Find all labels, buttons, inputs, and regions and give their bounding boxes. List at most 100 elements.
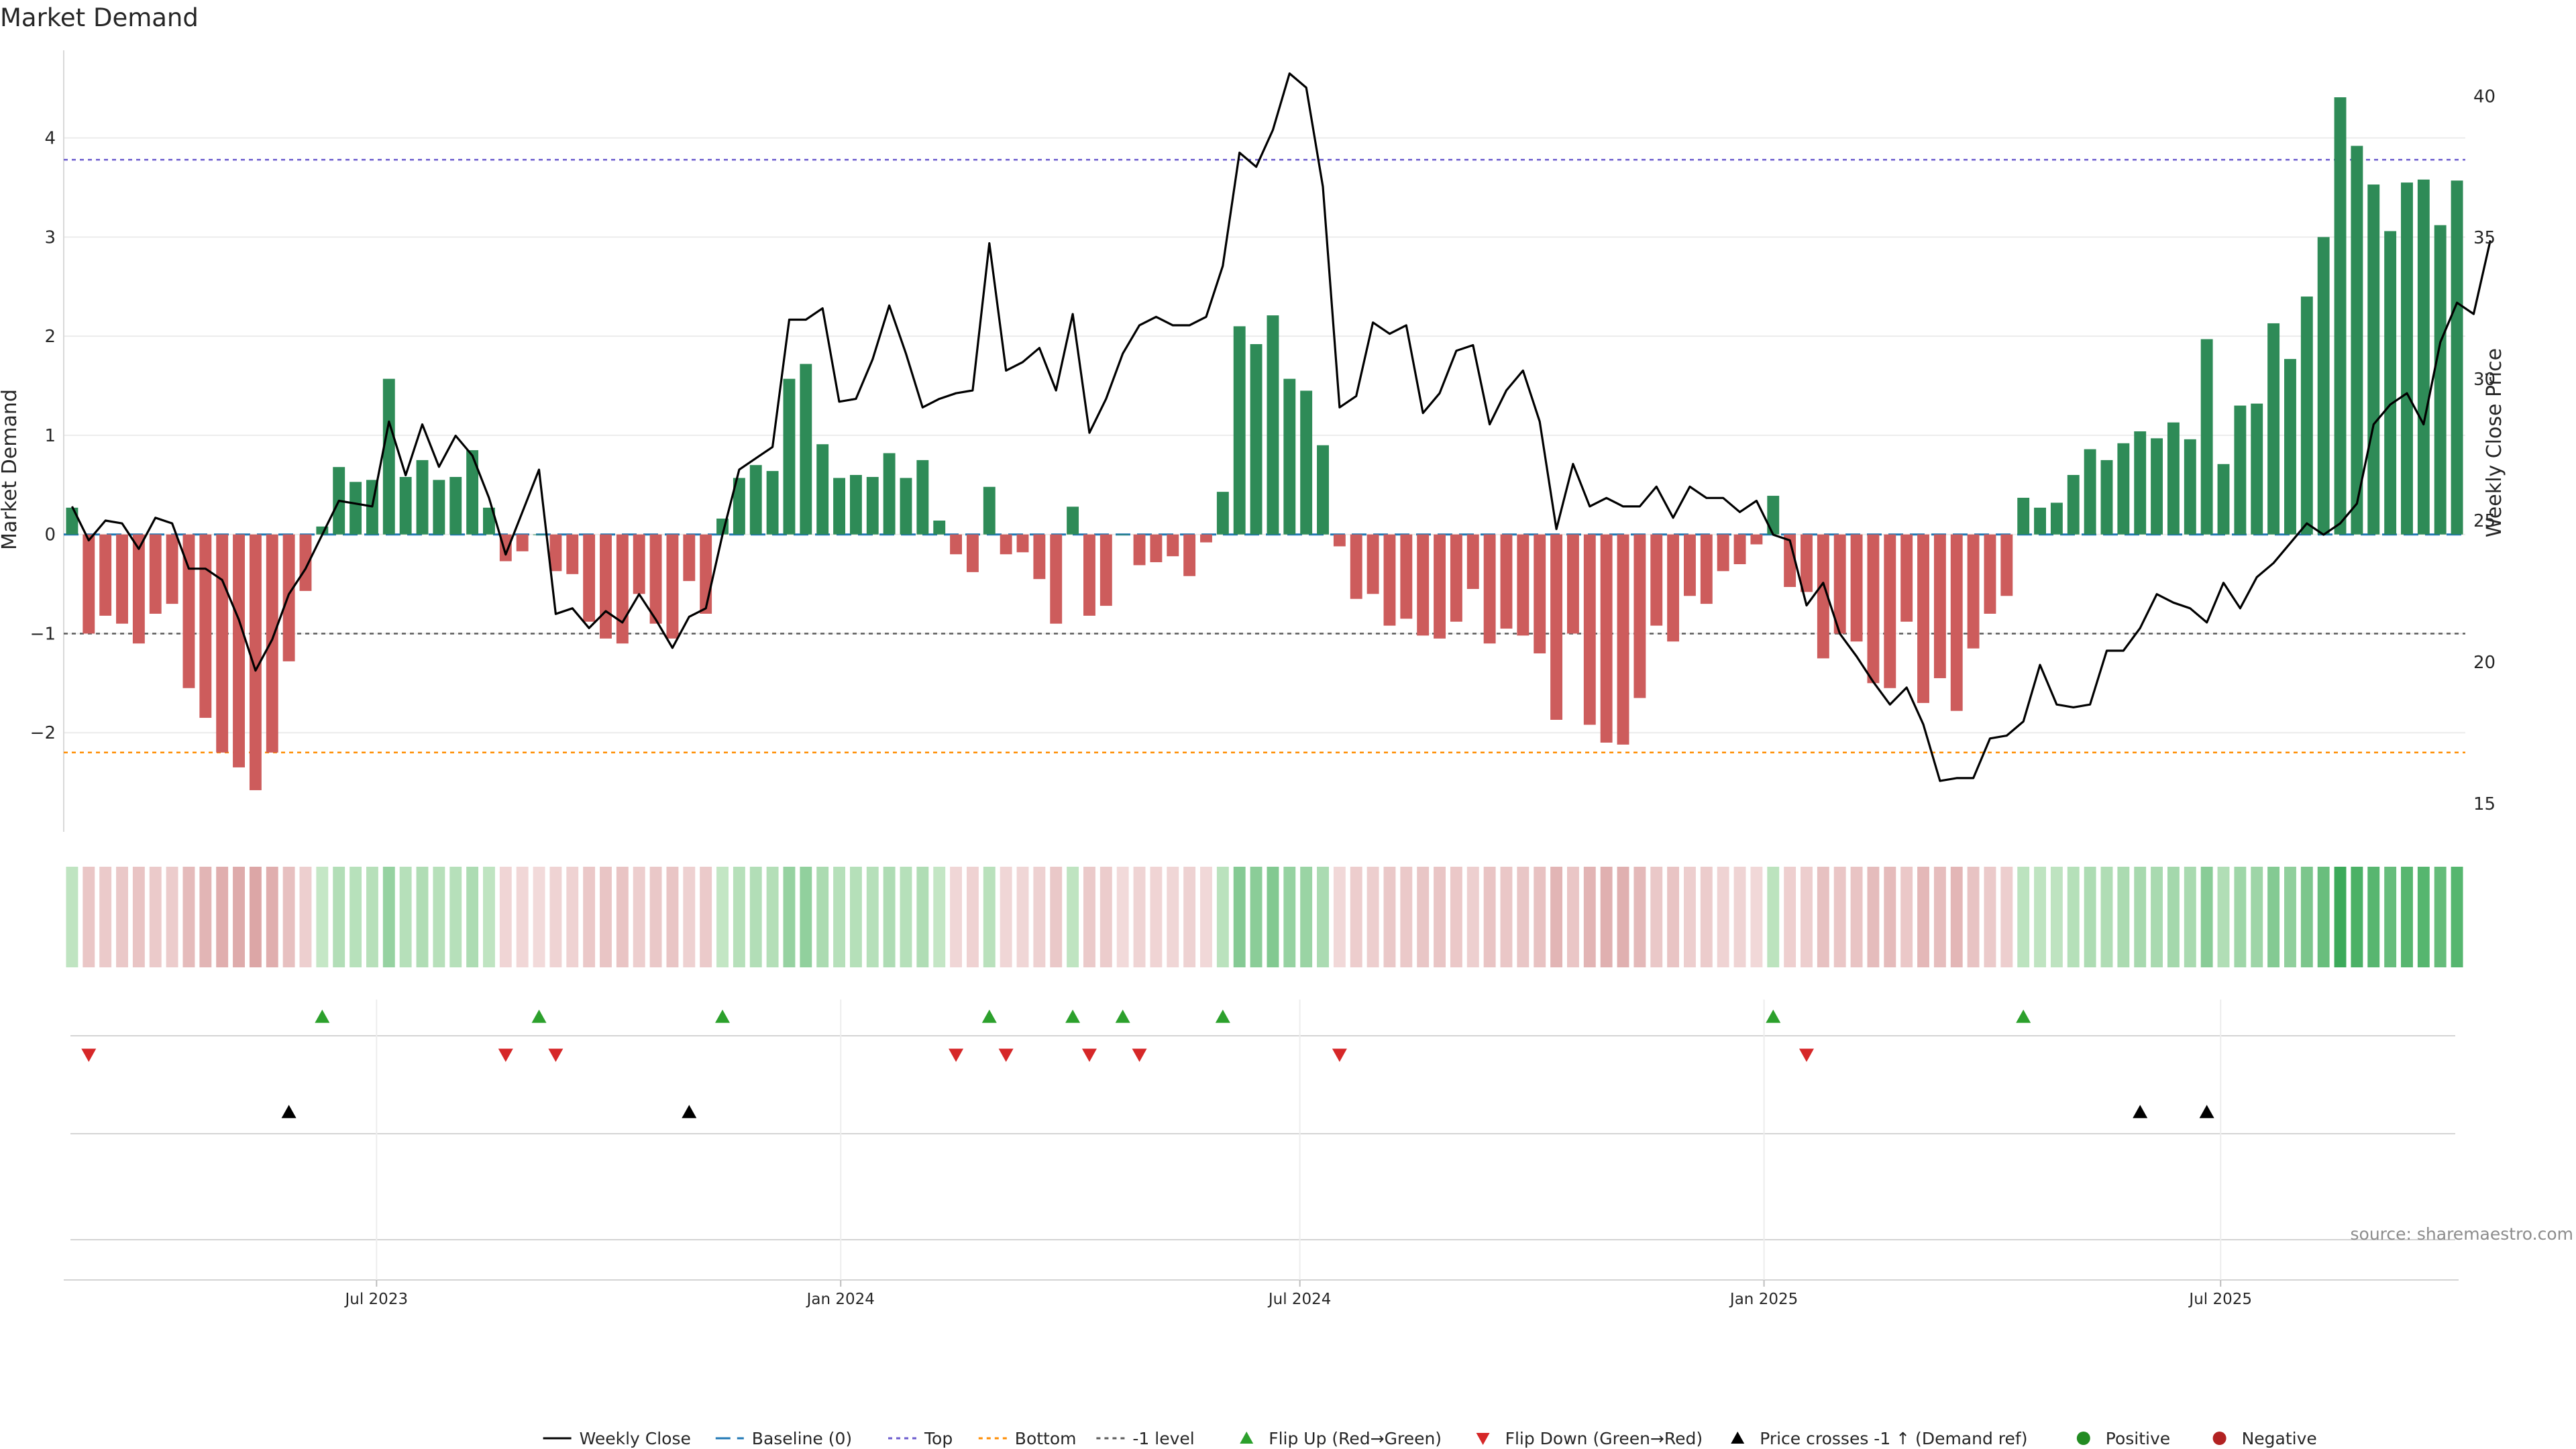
- demand-bar: [466, 450, 479, 535]
- heat-cell: [166, 867, 178, 967]
- heat-cell: [1250, 867, 1263, 967]
- heat-cell: [1116, 867, 1129, 967]
- flip-up-marker: [981, 1010, 997, 1023]
- heat-cell: [866, 867, 879, 967]
- heat-cell: [883, 867, 896, 967]
- heat-cell: [900, 867, 912, 967]
- demand-bar: [2167, 422, 2180, 535]
- demand-bar: [1333, 534, 1346, 547]
- heat-cell: [849, 867, 862, 967]
- demand-bar: [1867, 534, 1880, 684]
- demand-bar: [316, 526, 329, 535]
- heat-cell: [600, 867, 612, 967]
- heat-cell: [2100, 867, 2113, 967]
- legend-swatch: [1476, 1433, 1490, 1445]
- date-tick-label: Jul 2023: [343, 1291, 408, 1308]
- flip-down-marker: [1332, 1049, 1347, 1062]
- heat-cell: [2134, 867, 2147, 967]
- heat-cell: [1833, 867, 1846, 967]
- heat-cell: [1917, 867, 1929, 967]
- heat-cell: [1850, 867, 1863, 967]
- legend-label: Weekly Close: [580, 1429, 691, 1448]
- heat-cell: [1550, 867, 1563, 967]
- legend-item: Baseline (0): [715, 1429, 852, 1448]
- heat-cell: [1566, 867, 1579, 967]
- demand-bar: [833, 478, 845, 535]
- demand-bar: [1233, 326, 1246, 535]
- demand-bar: [350, 482, 362, 535]
- demand-bar: [1183, 534, 1196, 576]
- heat-cell: [433, 867, 445, 967]
- flip-down-marker: [949, 1049, 964, 1062]
- demand-bar: [1033, 534, 1046, 580]
- demand-bar: [2134, 431, 2147, 535]
- heat-cell: [1717, 867, 1729, 967]
- demand-bar: [1733, 534, 1746, 565]
- heat-cell: [66, 867, 78, 967]
- demand-bar: [1283, 378, 1296, 535]
- heat-cell: [2451, 867, 2463, 967]
- demand-bar: [2084, 449, 2096, 535]
- heat-cell: [2334, 867, 2347, 967]
- demand-bar: [1099, 534, 1112, 606]
- demand-bar: [883, 453, 896, 535]
- heat-cell: [1466, 867, 1479, 967]
- weekly-close-line: [70, 72, 2491, 782]
- demand-bar: [1250, 343, 1263, 535]
- demand-bar: [600, 534, 612, 639]
- demand-bar: [1633, 534, 1646, 698]
- demand-bar: [2234, 405, 2247, 535]
- heat-cell: [800, 867, 812, 967]
- demand-bar: [2317, 237, 2330, 535]
- legend-item: -1 level: [1096, 1429, 1195, 1448]
- demand-bar: [649, 534, 662, 624]
- heat-cell: [333, 867, 345, 967]
- demand-bar: [2217, 464, 2230, 535]
- flip-up-marker: [315, 1010, 330, 1023]
- y-tick-label: 0: [44, 525, 56, 545]
- price-cross-marker: [281, 1105, 297, 1118]
- y2-tick-label: 35: [2473, 228, 2496, 248]
- legend-swatch: [2076, 1432, 2090, 1445]
- date-tick-label: Jul 2024: [1267, 1291, 1332, 1308]
- heat-cell: [749, 867, 762, 967]
- y-tick-label: 1: [44, 426, 56, 446]
- demand-bar: [2017, 498, 2030, 535]
- y2-tick-label: 30: [2473, 370, 2496, 390]
- legend-label: Price crosses -1 ↑ (Demand ref): [1760, 1429, 2027, 1448]
- flip-down-marker: [1132, 1049, 1147, 1062]
- y2-tick-label: 40: [2473, 87, 2496, 107]
- demand-bar: [2267, 323, 2280, 535]
- demand-heat-strip: [66, 867, 2463, 967]
- demand-bar: [1717, 534, 1729, 572]
- heat-cell: [1450, 867, 1462, 967]
- demand-bar: [266, 534, 278, 753]
- demand-bar: [2151, 438, 2163, 535]
- demand-bar: [2451, 180, 2463, 535]
- heat-cell: [683, 867, 696, 967]
- heat-cell: [1417, 867, 1430, 967]
- demand-bar: [1417, 534, 1430, 636]
- heat-cell: [1967, 867, 1980, 967]
- demand-bar: [666, 534, 679, 639]
- demand-bar: [1016, 534, 1029, 553]
- heat-cell: [2401, 867, 2413, 967]
- heat-cell: [83, 867, 95, 967]
- heat-cell: [1684, 867, 1696, 967]
- demand-bar: [2100, 460, 2113, 535]
- heat-cell: [1884, 867, 1896, 967]
- demand-bar: [749, 465, 762, 535]
- heat-cell: [1600, 867, 1613, 967]
- heat-cell: [2284, 867, 2296, 967]
- heat-cell: [249, 867, 262, 967]
- heat-cell: [1016, 867, 1029, 967]
- event-markers: [64, 1000, 2459, 1281]
- demand-bar: [1317, 445, 1329, 535]
- demand-bar: [1617, 534, 1629, 745]
- heat-cell: [382, 867, 395, 967]
- demand-bar: [1600, 534, 1613, 743]
- source-note: source: sharemaestro.com: [2351, 1224, 2574, 1244]
- legend-label: Negative: [2242, 1429, 2317, 1448]
- demand-bar: [1801, 534, 1813, 592]
- demand-bar: [516, 534, 529, 551]
